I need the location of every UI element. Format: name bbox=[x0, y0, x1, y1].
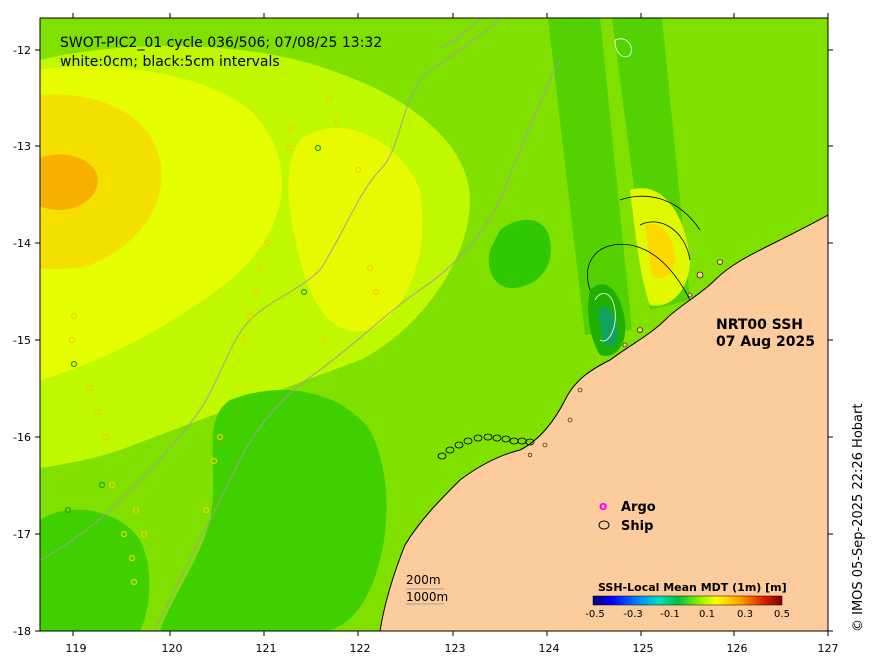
y-tick-label: -18 bbox=[13, 625, 31, 638]
isobath-lines bbox=[40, 18, 561, 631]
swot-swath-blue-green bbox=[598, 306, 618, 347]
colorbar-title: SSH-Local Mean MDT (1m) [m] bbox=[598, 581, 787, 594]
isobath-1000m-label: 1000m bbox=[406, 590, 448, 604]
argo-floats bbox=[68, 94, 380, 586]
ship-label: Ship bbox=[621, 519, 653, 534]
ship-symbol bbox=[598, 520, 610, 530]
argo-label: Argo bbox=[621, 500, 656, 515]
coastal-islands bbox=[527, 259, 723, 458]
x-tick-label: 119 bbox=[66, 642, 87, 655]
ssh-green-southwest-region bbox=[40, 509, 150, 631]
y-tick-label: -17 bbox=[13, 528, 31, 541]
swot-swath-west bbox=[548, 18, 632, 335]
colorbar-tick: 0.1 bbox=[699, 609, 715, 620]
x-tick-label: 123 bbox=[445, 642, 466, 655]
coastline bbox=[379, 214, 828, 631]
map-title-line2: white:0cm; black:5cm intervals bbox=[60, 54, 280, 70]
x-tick-label: 121 bbox=[256, 642, 277, 655]
argo-floats-old bbox=[64, 144, 322, 514]
x-axis bbox=[72, 13, 829, 636]
map-title-line1: SWOT-PIC2_01 cycle 036/506; 07/08/25 13:… bbox=[60, 35, 382, 51]
product-label-line1: NRT00 SSH bbox=[716, 317, 803, 333]
product-label-line2: 07 Aug 2025 bbox=[716, 334, 815, 350]
argo-symbol: o bbox=[599, 499, 607, 513]
colorbar bbox=[592, 595, 783, 606]
y-axis bbox=[35, 49, 833, 632]
x-tick-label: 126 bbox=[727, 642, 748, 655]
y-tick-label: -12 bbox=[13, 44, 31, 57]
y-tick-label: -14 bbox=[13, 237, 31, 250]
x-tick-label: 120 bbox=[162, 642, 183, 655]
isobath-200m-label: 200m bbox=[406, 573, 441, 587]
ship-track bbox=[437, 433, 535, 460]
plot-frame bbox=[39, 17, 829, 632]
plot-area bbox=[40, 18, 828, 631]
ssh-orange-yellow-region bbox=[40, 94, 162, 270]
ssh-orange-core bbox=[40, 154, 98, 210]
land-mass bbox=[380, 215, 828, 631]
y-tick-label: -16 bbox=[13, 431, 31, 444]
credit-text: © IMOS 05-Sep-2025 22:26 Hobart bbox=[851, 404, 866, 632]
ssh-contours bbox=[587, 195, 701, 301]
ssh-yellow-north-region bbox=[288, 128, 423, 332]
x-tick-label: 125 bbox=[633, 642, 654, 655]
x-tick-label: 124 bbox=[539, 642, 560, 655]
colorbar-tick: -0.1 bbox=[660, 609, 680, 620]
colorbar-tick: -0.3 bbox=[623, 609, 643, 620]
zero-contours bbox=[594, 38, 632, 342]
y-tick-label: -15 bbox=[13, 334, 31, 347]
colorbar-tick: 0.3 bbox=[737, 609, 753, 620]
colorbar-tick: 0.5 bbox=[774, 609, 790, 620]
x-tick-label: 122 bbox=[350, 642, 371, 655]
ssh-green-south-region bbox=[160, 390, 387, 631]
y-tick-label: -13 bbox=[13, 140, 31, 153]
colorbar-tick: -0.5 bbox=[585, 609, 605, 620]
ssh-green-east-region bbox=[488, 219, 551, 289]
swot-swath-yellow-core bbox=[645, 224, 675, 279]
x-tick-label: 127 bbox=[818, 642, 839, 655]
